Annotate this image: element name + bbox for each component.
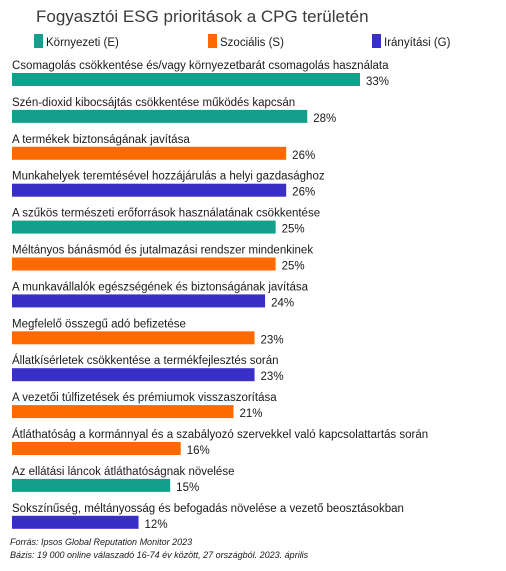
legend-swatch-g	[372, 34, 381, 48]
bar	[12, 368, 255, 382]
category-label: Az ellátási láncok átláthatóságnak növel…	[12, 466, 234, 478]
legend-label-s: Szociális (S)	[220, 37, 284, 49]
category-label: Munkahelyek teremtésével hozzájárulás a …	[12, 171, 325, 183]
bar	[12, 331, 255, 345]
bar	[12, 442, 181, 455]
value-label: 26%	[292, 187, 315, 199]
category-label: Méltányos bánásmód és jutalmazási rendsz…	[12, 245, 313, 257]
bar	[12, 515, 139, 529]
value-label: 12%	[145, 519, 168, 531]
value-label: 28%	[313, 113, 336, 125]
category-label: A munkavállalók egészségének és biztonsá…	[12, 281, 309, 293]
chart-legend: Környezeti (E) Szociális (S) Irányítási (G…	[34, 34, 451, 49]
value-label: 24%	[271, 297, 294, 309]
bar	[12, 109, 308, 123]
category-label: Átláthatóság a kormánnyal és a szabályoz…	[12, 428, 428, 441]
chart-title: Fogyasztói ESG prioritások a CPG terület…	[36, 7, 369, 26]
bar	[12, 183, 287, 197]
bar	[12, 146, 287, 160]
category-label: Megfelelő összegű adó befizetése	[12, 318, 186, 330]
bar	[12, 478, 171, 492]
bar	[12, 405, 234, 419]
category-label: A vezetői túlfizetések és prémiumok viss…	[12, 392, 277, 404]
value-label: 23%	[261, 371, 284, 383]
base-note: Bázis: 19 000 online válaszadó 16-74 év …	[10, 550, 309, 560]
value-label: 26%	[292, 150, 315, 162]
value-label: 25%	[282, 261, 305, 273]
legend-swatch-s	[208, 34, 217, 48]
source-note: Forrás: Ipsos Global Reputation Monitor …	[10, 537, 192, 547]
value-label: 15%	[176, 482, 199, 494]
legend-label-e: Környezeti (E)	[46, 37, 119, 49]
category-label: A termékek biztonságának javítása	[12, 134, 190, 146]
value-label: 16%	[187, 445, 210, 457]
legend-swatch-e	[34, 34, 43, 48]
category-label: A szűkös természeti erőforrások használa…	[12, 208, 320, 220]
bar	[12, 220, 276, 234]
bar	[12, 73, 360, 86]
value-label: 33%	[366, 76, 389, 88]
category-label: Csomagolás csökkentése és/vagy környezet…	[12, 60, 389, 72]
category-label: Állatkísérletek csökkentése a termékfejl…	[12, 354, 279, 367]
bar	[12, 257, 276, 271]
category-label: Sokszínűség, méltányosság és befogadás n…	[12, 503, 404, 515]
value-label: 25%	[282, 224, 305, 236]
value-label: 23%	[261, 334, 284, 346]
category-label: Szén-dioxid kibocsájtás csökkentése műkö…	[12, 97, 295, 109]
value-label: 21%	[239, 408, 262, 420]
bar	[12, 294, 266, 308]
legend-label-g: Irányítási (G)	[384, 37, 451, 49]
chart-bars: Csomagolás csökkentése és/vagy környezet…	[12, 60, 428, 531]
